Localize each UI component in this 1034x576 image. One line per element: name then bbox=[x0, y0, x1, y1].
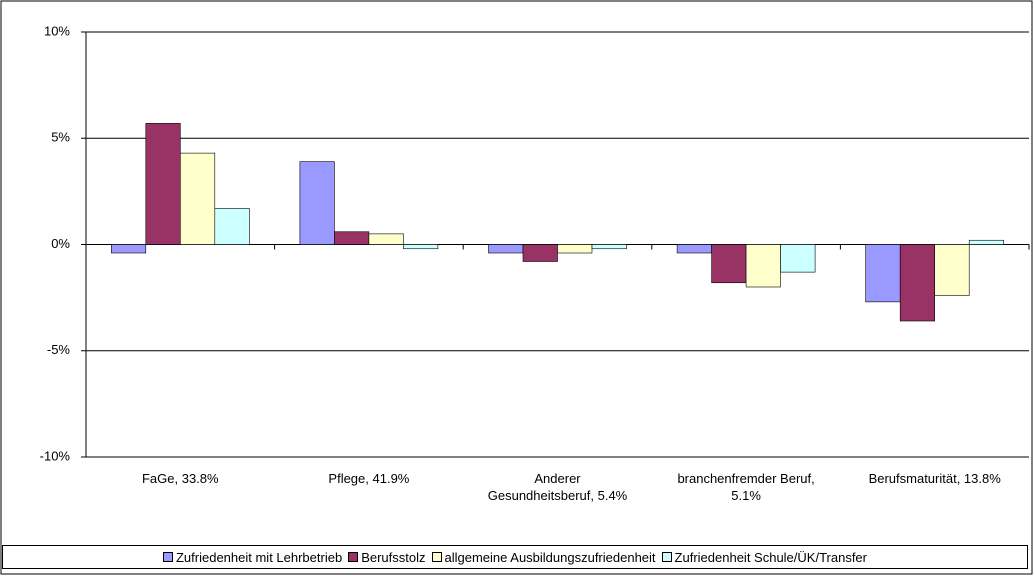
legend: Zufriedenheit mit Lehrbetrieb Berufsstolz… bbox=[2, 545, 1028, 569]
bar bbox=[676, 244, 712, 254]
y-tick-label: -10% bbox=[40, 448, 71, 463]
legend-item: Berufsstolz bbox=[348, 549, 426, 565]
legend-swatch bbox=[661, 552, 672, 562]
x-tick-label: branchenfremder Beruf, 5.1% bbox=[677, 471, 815, 503]
legend-label: Zufriedenheit Schule/ÜK/Transfer bbox=[674, 549, 867, 565]
x-tick-label: FaGe, 33.8% bbox=[141, 471, 219, 486]
bar bbox=[557, 244, 593, 254]
y-tick-label: -5% bbox=[47, 342, 71, 357]
bar bbox=[968, 239, 1005, 245]
legend-item: allgemeine Ausbildungszufriedenheit bbox=[431, 549, 656, 565]
bar bbox=[111, 244, 147, 254]
bar bbox=[403, 244, 439, 250]
bar bbox=[711, 244, 747, 284]
bar bbox=[214, 208, 250, 245]
y-tick-label: 10% bbox=[44, 23, 70, 38]
x-tick-label: Anderer Gesundheitsberuf, 5.4% bbox=[487, 471, 628, 503]
legend-swatch bbox=[431, 552, 442, 562]
bar bbox=[899, 244, 936, 322]
bar bbox=[780, 244, 816, 273]
x-tick-label: Pflege, 41.9% bbox=[328, 471, 410, 486]
bar bbox=[180, 152, 216, 245]
bar bbox=[145, 123, 181, 245]
legend-item: Zufriedenheit Schule/ÜK/Transfer bbox=[661, 549, 867, 565]
y-tick-label: 5% bbox=[51, 130, 70, 145]
y-tick-label: 0% bbox=[51, 236, 70, 251]
legend-label: allgemeine Ausbildungszufriedenheit bbox=[444, 549, 656, 565]
bar bbox=[522, 244, 558, 262]
bar bbox=[299, 161, 335, 245]
legend-item: Zufriedenheit mit Lehrbetrieb bbox=[162, 549, 343, 565]
legend-label: Berufsstolz bbox=[361, 549, 426, 565]
bar bbox=[488, 244, 524, 254]
bar bbox=[334, 231, 370, 245]
bar bbox=[745, 244, 781, 288]
legend-swatch bbox=[348, 552, 359, 562]
bar bbox=[368, 233, 404, 245]
legend-swatch bbox=[162, 552, 173, 562]
bar bbox=[591, 244, 627, 250]
x-tick-label: Berufsmaturität, 13.8% bbox=[868, 471, 1001, 486]
bar bbox=[934, 244, 970, 296]
legend-label: Zufriedenheit mit Lehrbetrieb bbox=[175, 549, 343, 565]
bar bbox=[865, 244, 901, 303]
